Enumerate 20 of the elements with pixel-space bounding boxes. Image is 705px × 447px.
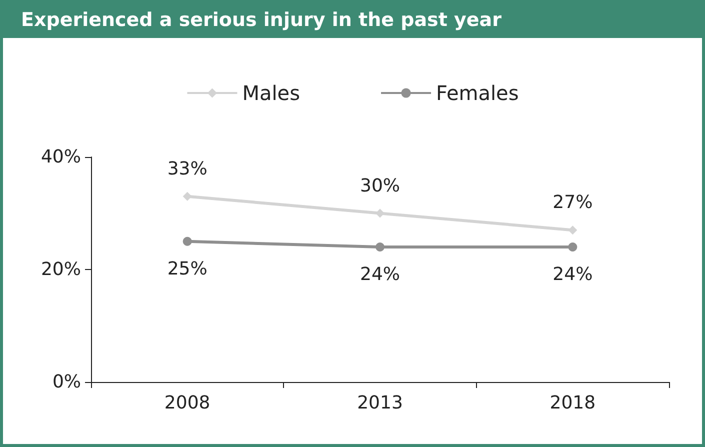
x-tick-label: 2008	[164, 392, 210, 414]
x-tick-label: 2013	[357, 392, 403, 414]
data-label: 24%	[552, 264, 593, 285]
point	[182, 236, 192, 246]
legend-label: Males	[242, 81, 300, 105]
data-label: 25%	[167, 258, 208, 280]
x-tick-label: 2018	[550, 392, 596, 414]
data-label: 27%	[552, 192, 593, 214]
point	[568, 242, 578, 252]
point	[182, 192, 192, 201]
point	[376, 242, 384, 252]
data-label: 33%	[167, 158, 208, 180]
chart-title: Experienced a serious injury in the past year	[3, 3, 702, 38]
data-label: 24%	[360, 264, 400, 285]
legend-label: Females	[436, 81, 519, 105]
y-tick-label: 0%	[52, 372, 81, 392]
y-tick-label: 40%	[40, 146, 81, 168]
data-label: 30%	[360, 175, 400, 196]
point	[568, 226, 578, 235]
y-tick-label: 20%	[40, 259, 81, 280]
